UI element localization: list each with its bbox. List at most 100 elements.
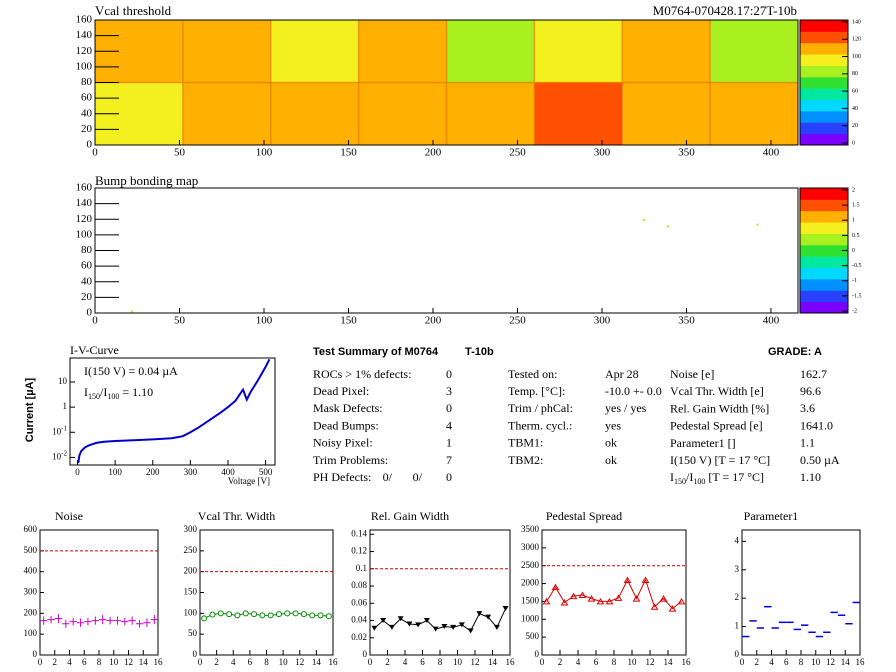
plot-frame: [94, 187, 799, 314]
summary-value: 0/: [383, 470, 393, 484]
x-tick-label: 8: [438, 657, 443, 667]
summary-label: TBM1:: [508, 436, 543, 450]
y-axis-label: Current [µA]: [24, 377, 36, 442]
x-tick-label: 350: [678, 315, 695, 327]
chart-title: Noise: [55, 509, 83, 523]
y-tick-label: 150: [184, 587, 198, 597]
y-tick-label: 200: [184, 566, 198, 576]
heatmap-cell: [446, 82, 535, 145]
summary-label: PH Defects:: [313, 470, 371, 484]
x-tick-label: 12: [646, 657, 655, 667]
y-tick-label: 3: [735, 564, 740, 574]
x-tick-label: 200: [146, 467, 160, 477]
point: [397, 616, 404, 622]
point: [62, 619, 70, 628]
point: [234, 612, 241, 619]
x-tick-label: 8: [799, 657, 804, 667]
point: [99, 615, 107, 625]
colorbar-swatch: [800, 222, 848, 234]
summary-value: 1: [446, 436, 452, 450]
colorbar-label: 80: [852, 71, 858, 77]
y-tick-label: 0.1: [356, 563, 367, 573]
x-tick-label: 12: [471, 657, 480, 667]
point: [476, 611, 483, 617]
point: [650, 603, 659, 610]
x-tick-label: 200: [425, 315, 442, 327]
x-tick-label: 12: [826, 657, 835, 667]
pixel: [131, 310, 134, 313]
colorbar-swatch: [800, 199, 848, 212]
summary-value: 0: [446, 367, 452, 381]
point: [485, 614, 492, 620]
y-tick-label: 60: [81, 92, 93, 104]
chart-title: Rel. Gain Width: [371, 509, 449, 523]
x-tick-label: 8: [97, 657, 102, 667]
x-tick-label: 8: [612, 657, 617, 667]
point: [284, 610, 291, 617]
point: [406, 621, 413, 627]
x-tick-label: 8: [264, 657, 269, 667]
summary-label-part: /I: [686, 470, 693, 484]
colorbar-label: 20: [852, 123, 858, 129]
summary-label: Vcal Thr. Width [e]: [670, 384, 764, 398]
x-tick-label: 400: [763, 315, 780, 327]
heatmap-cell: [534, 20, 623, 83]
x-tick-label: 500: [259, 467, 273, 477]
summary-label-part: Vcal Thr. Width [e]: [670, 384, 764, 398]
point: [659, 595, 668, 602]
summary-value: yes: [605, 418, 621, 432]
summary-value: 7: [446, 453, 452, 467]
summary-label: Temp. [°C]:: [508, 384, 565, 398]
y-tick-label: 40: [81, 107, 93, 119]
y-tick-label: 0.08: [351, 580, 367, 590]
heatmap-cell: [622, 82, 711, 145]
annotation-part: /I: [100, 385, 107, 399]
y-tick-label: 400: [24, 566, 38, 576]
point: [121, 617, 129, 626]
summary-label: Pedestal Spread [e]: [670, 418, 763, 432]
point: [217, 610, 224, 617]
y-tick-label: 2500: [521, 560, 540, 570]
point: [380, 618, 387, 624]
summary-label: Mask Defects:: [313, 401, 383, 415]
point: [76, 618, 85, 627]
x-tick-label: 100: [256, 147, 273, 159]
colorbar-swatch: [800, 76, 848, 89]
point: [441, 624, 448, 630]
y-tick-label: 2: [735, 592, 740, 602]
point: [317, 612, 324, 619]
colorbar-swatch: [800, 267, 848, 280]
point: [113, 616, 122, 625]
y-tick-label: 0.06: [351, 597, 367, 607]
summary-label-part: 100: [693, 478, 705, 487]
summary-value: 0.50 µA: [800, 453, 840, 467]
y-tick-label: 120: [76, 213, 93, 225]
y-tick-label: 300: [24, 587, 38, 597]
x-tick-label: 4: [769, 657, 774, 667]
colorbar-swatch: [800, 290, 848, 303]
x-tick-label: 300: [594, 315, 611, 327]
tick-exp: -2: [61, 449, 67, 457]
colorbar-label: -2: [852, 308, 857, 314]
point: [54, 613, 63, 624]
point: [201, 615, 208, 622]
summary-label: Tested on:: [508, 367, 557, 381]
summary-title: Test Summary of M0764: [313, 346, 439, 358]
point: [423, 618, 430, 624]
summary-value: 162.7: [800, 367, 827, 381]
point: [300, 611, 307, 618]
x-tick-label: 50: [174, 147, 186, 159]
y-tick-label: 40: [81, 275, 93, 287]
summary-value: 0: [446, 401, 452, 415]
heatmap-cell: [446, 20, 535, 83]
point: [226, 611, 233, 618]
colorbar-label: 140: [852, 19, 861, 25]
annotation: I(150 V) = 0.04 µA: [84, 364, 178, 378]
summary-label: Dead Bumps:: [313, 418, 379, 432]
colorbar-swatch: [800, 301, 848, 314]
x-tick-label: 0: [368, 657, 373, 667]
point: [560, 599, 569, 606]
summary-value: -10.0 +- 0.0: [605, 384, 662, 398]
point: [47, 615, 55, 624]
summary-value: 3: [446, 384, 452, 398]
